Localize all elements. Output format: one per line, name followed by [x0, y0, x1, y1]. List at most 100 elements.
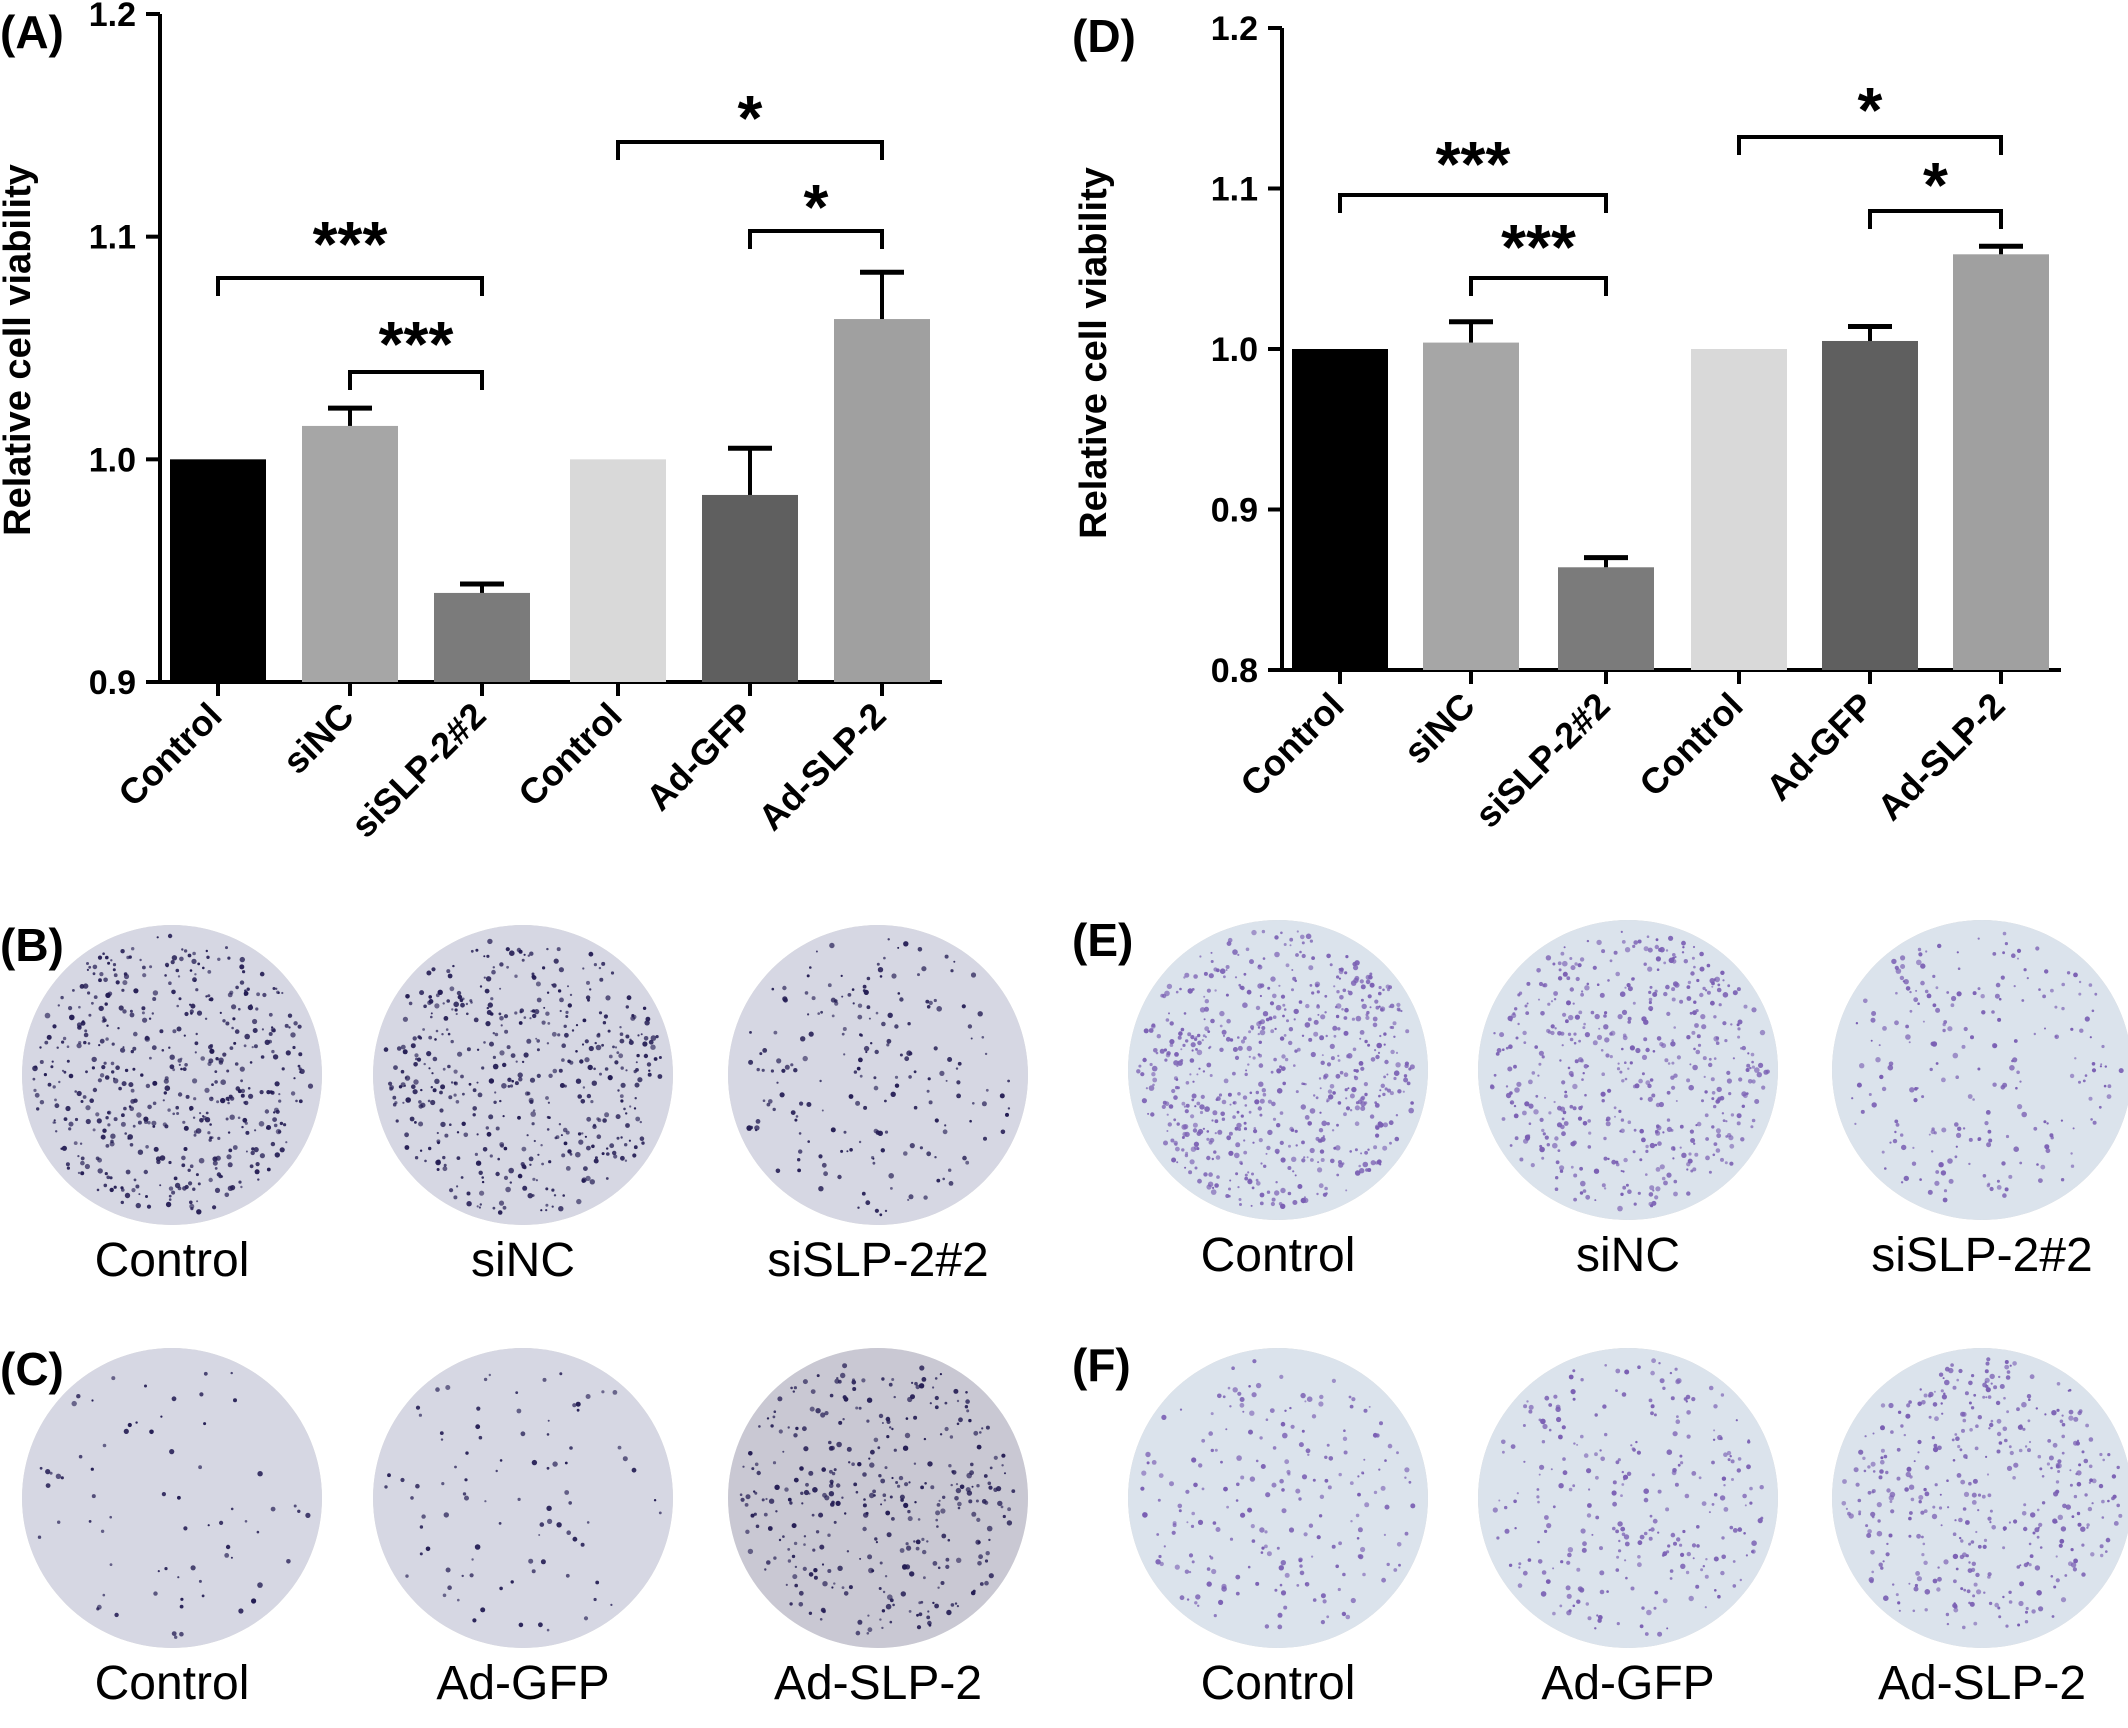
colony-dot: [1283, 943, 1287, 946]
colony-dot: [1333, 985, 1336, 988]
colony-dot: [1615, 971, 1620, 977]
colony-dot: [2039, 1467, 2043, 1471]
colony-dot: [1218, 1599, 1224, 1605]
colony-dot: [1273, 1057, 1277, 1062]
colony-dot: [851, 1462, 855, 1466]
colony-dot: [2064, 1574, 2068, 1577]
colony-dot: [564, 1032, 569, 1038]
colony-dot: [1985, 1361, 1990, 1366]
colony-dot: [1562, 1457, 1566, 1461]
colony-dot: [1282, 1432, 1288, 1439]
colony-dot: [243, 991, 249, 996]
colony-dot: [1389, 1141, 1392, 1145]
colony-dot: [604, 1067, 609, 1071]
colony-dot: [508, 1077, 511, 1081]
colony-dot: [2059, 1419, 2064, 1424]
colony-dot: [1181, 1101, 1186, 1106]
colony-dot: [1217, 1129, 1223, 1135]
colony-dot: [1312, 1598, 1317, 1602]
colony-dot: [1681, 951, 1685, 954]
colony-dot: [439, 1431, 444, 1435]
colony-dot: [1657, 1631, 1663, 1637]
colony-dot: [1577, 1057, 1584, 1063]
colony-dot: [1192, 1122, 1198, 1128]
y-tick-label: 1.2: [1211, 10, 1258, 48]
colony-dot: [1262, 1011, 1269, 1017]
colony-dot: [1360, 1546, 1366, 1553]
colony-dot: [472, 1106, 477, 1111]
colony-dot: [1258, 1081, 1264, 1087]
colony-dot: [159, 1184, 162, 1187]
colony-dot: [1743, 1093, 1748, 1099]
colony-dot: [1299, 1570, 1305, 1576]
colony-dot: [1305, 1448, 1311, 1454]
colony-dot: [2028, 1398, 2031, 1401]
colony-dot: [1375, 1054, 1380, 1060]
colony-dot: [1643, 1531, 1648, 1536]
colony-dot: [1293, 1018, 1296, 1021]
colony-dot: [840, 1149, 844, 1153]
colony-dot: [1590, 1010, 1595, 1015]
colony-dot: [594, 1041, 597, 1045]
colony-dot: [1577, 963, 1582, 968]
colony-dot: [456, 1131, 460, 1134]
colony-dot: [1541, 1156, 1545, 1160]
colony-dot: [1713, 1492, 1718, 1497]
colony-dot: [918, 1612, 923, 1617]
colony-dot: [2019, 1080, 2022, 1083]
colony-dot: [1288, 1527, 1295, 1533]
colony-dot: [504, 1029, 509, 1034]
colony-dot: [1948, 1367, 1954, 1374]
colony-dot: [572, 1403, 577, 1408]
colony-dot: [1540, 1591, 1547, 1597]
colony-dot: [122, 1009, 127, 1014]
colony-dot: [1603, 1156, 1608, 1161]
colony-dot: [129, 1012, 135, 1018]
colony-dot: [2057, 1459, 2062, 1464]
colony-dot: [439, 1090, 443, 1095]
colony-dot: [1167, 1122, 1172, 1127]
colony-dot: [1935, 1170, 1940, 1174]
colony-dot: [772, 1461, 777, 1465]
colony-dot: [2038, 1522, 2043, 1527]
colony-dot: [1188, 1170, 1193, 1175]
colony-dot: [1737, 1019, 1743, 1025]
colony-dot: [1930, 1041, 1935, 1046]
colony-dot: [1629, 1061, 1633, 1065]
colony-dot: [750, 1513, 755, 1518]
colony-dot: [510, 1580, 514, 1584]
colony-dot: [464, 1495, 469, 1501]
colony-dot: [653, 1057, 658, 1061]
colony-dot: [857, 1003, 863, 1008]
colony-dot: [442, 1593, 447, 1598]
colony-dot: [131, 947, 135, 951]
colony-dot: [867, 1614, 870, 1617]
colony-dot: [932, 1601, 935, 1605]
colony-dot: [441, 1033, 444, 1036]
colony-dot: [207, 994, 211, 998]
colony-dot: [120, 1186, 124, 1190]
colony-dot: [1548, 1111, 1552, 1115]
colony-dot: [495, 1469, 498, 1473]
colony-dot: [122, 1046, 125, 1049]
colony-dot: [1243, 1150, 1248, 1155]
colony-dot: [476, 1081, 479, 1084]
colony-dot: [1626, 983, 1631, 988]
colony-dot: [1928, 1415, 1932, 1419]
colony-dot: [1689, 1011, 1693, 1015]
colony-dot: [1539, 1146, 1545, 1153]
colony-dot: [1648, 1006, 1654, 1011]
colony-dot: [1959, 1554, 1965, 1560]
colony-dot: [915, 1539, 921, 1545]
colony-dot: [1885, 1552, 1890, 1557]
plate-label: siNC: [1576, 1229, 1680, 1282]
colony-dot: [190, 1012, 193, 1015]
colony-dot: [1641, 1016, 1647, 1022]
colony-dot: [1268, 1016, 1273, 1021]
colony-dot: [161, 1049, 165, 1052]
colony-dot: [582, 967, 585, 970]
colony-dot: [430, 1099, 436, 1106]
colony-dot: [1276, 1546, 1280, 1550]
colony-dot: [1700, 1014, 1706, 1020]
colony-dot: [841, 1496, 844, 1499]
